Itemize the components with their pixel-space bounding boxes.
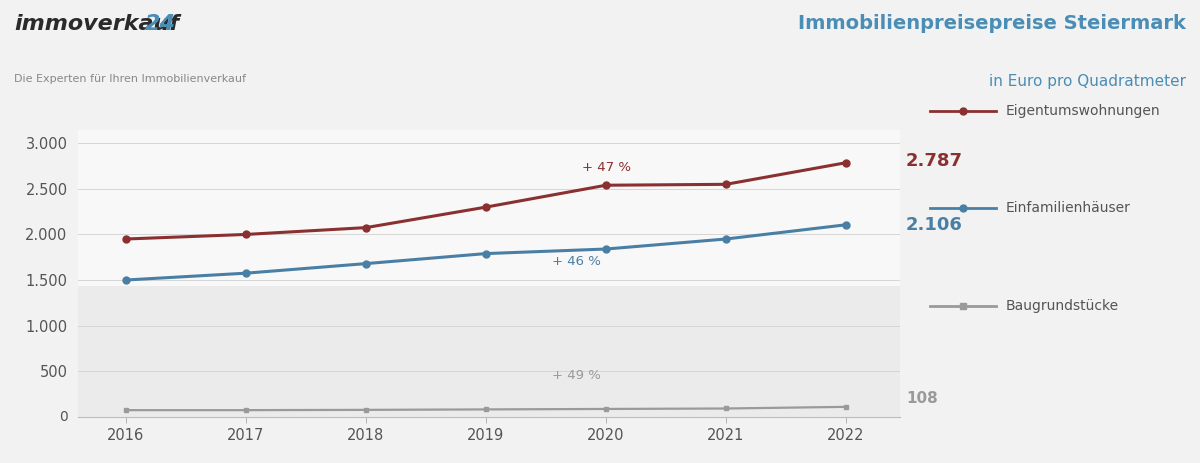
Text: + 49 %: + 49 % [552, 369, 601, 382]
Text: immoverkauf: immoverkauf [14, 14, 180, 34]
Text: in Euro pro Quadratmeter: in Euro pro Quadratmeter [989, 74, 1186, 89]
Text: Baugrundstücke: Baugrundstücke [1006, 299, 1118, 313]
Text: Die Experten für Ihren Immobilienverkauf: Die Experten für Ihren Immobilienverkauf [14, 74, 246, 84]
Text: 0: 0 [59, 410, 68, 424]
Text: 2.787: 2.787 [906, 152, 962, 170]
Text: Einfamilienhäuser: Einfamilienhäuser [1006, 201, 1130, 215]
Text: 2.106: 2.106 [906, 216, 962, 234]
Text: 108: 108 [906, 391, 937, 407]
Text: Immobilienpreisepreise Steiermark: Immobilienpreisepreise Steiermark [798, 14, 1186, 33]
Text: + 46 %: + 46 % [552, 255, 601, 268]
Text: + 47 %: + 47 % [582, 161, 631, 174]
Text: 24: 24 [145, 14, 176, 34]
Text: Eigentumswohnungen: Eigentumswohnungen [1006, 104, 1160, 118]
Bar [78, 130, 900, 287]
